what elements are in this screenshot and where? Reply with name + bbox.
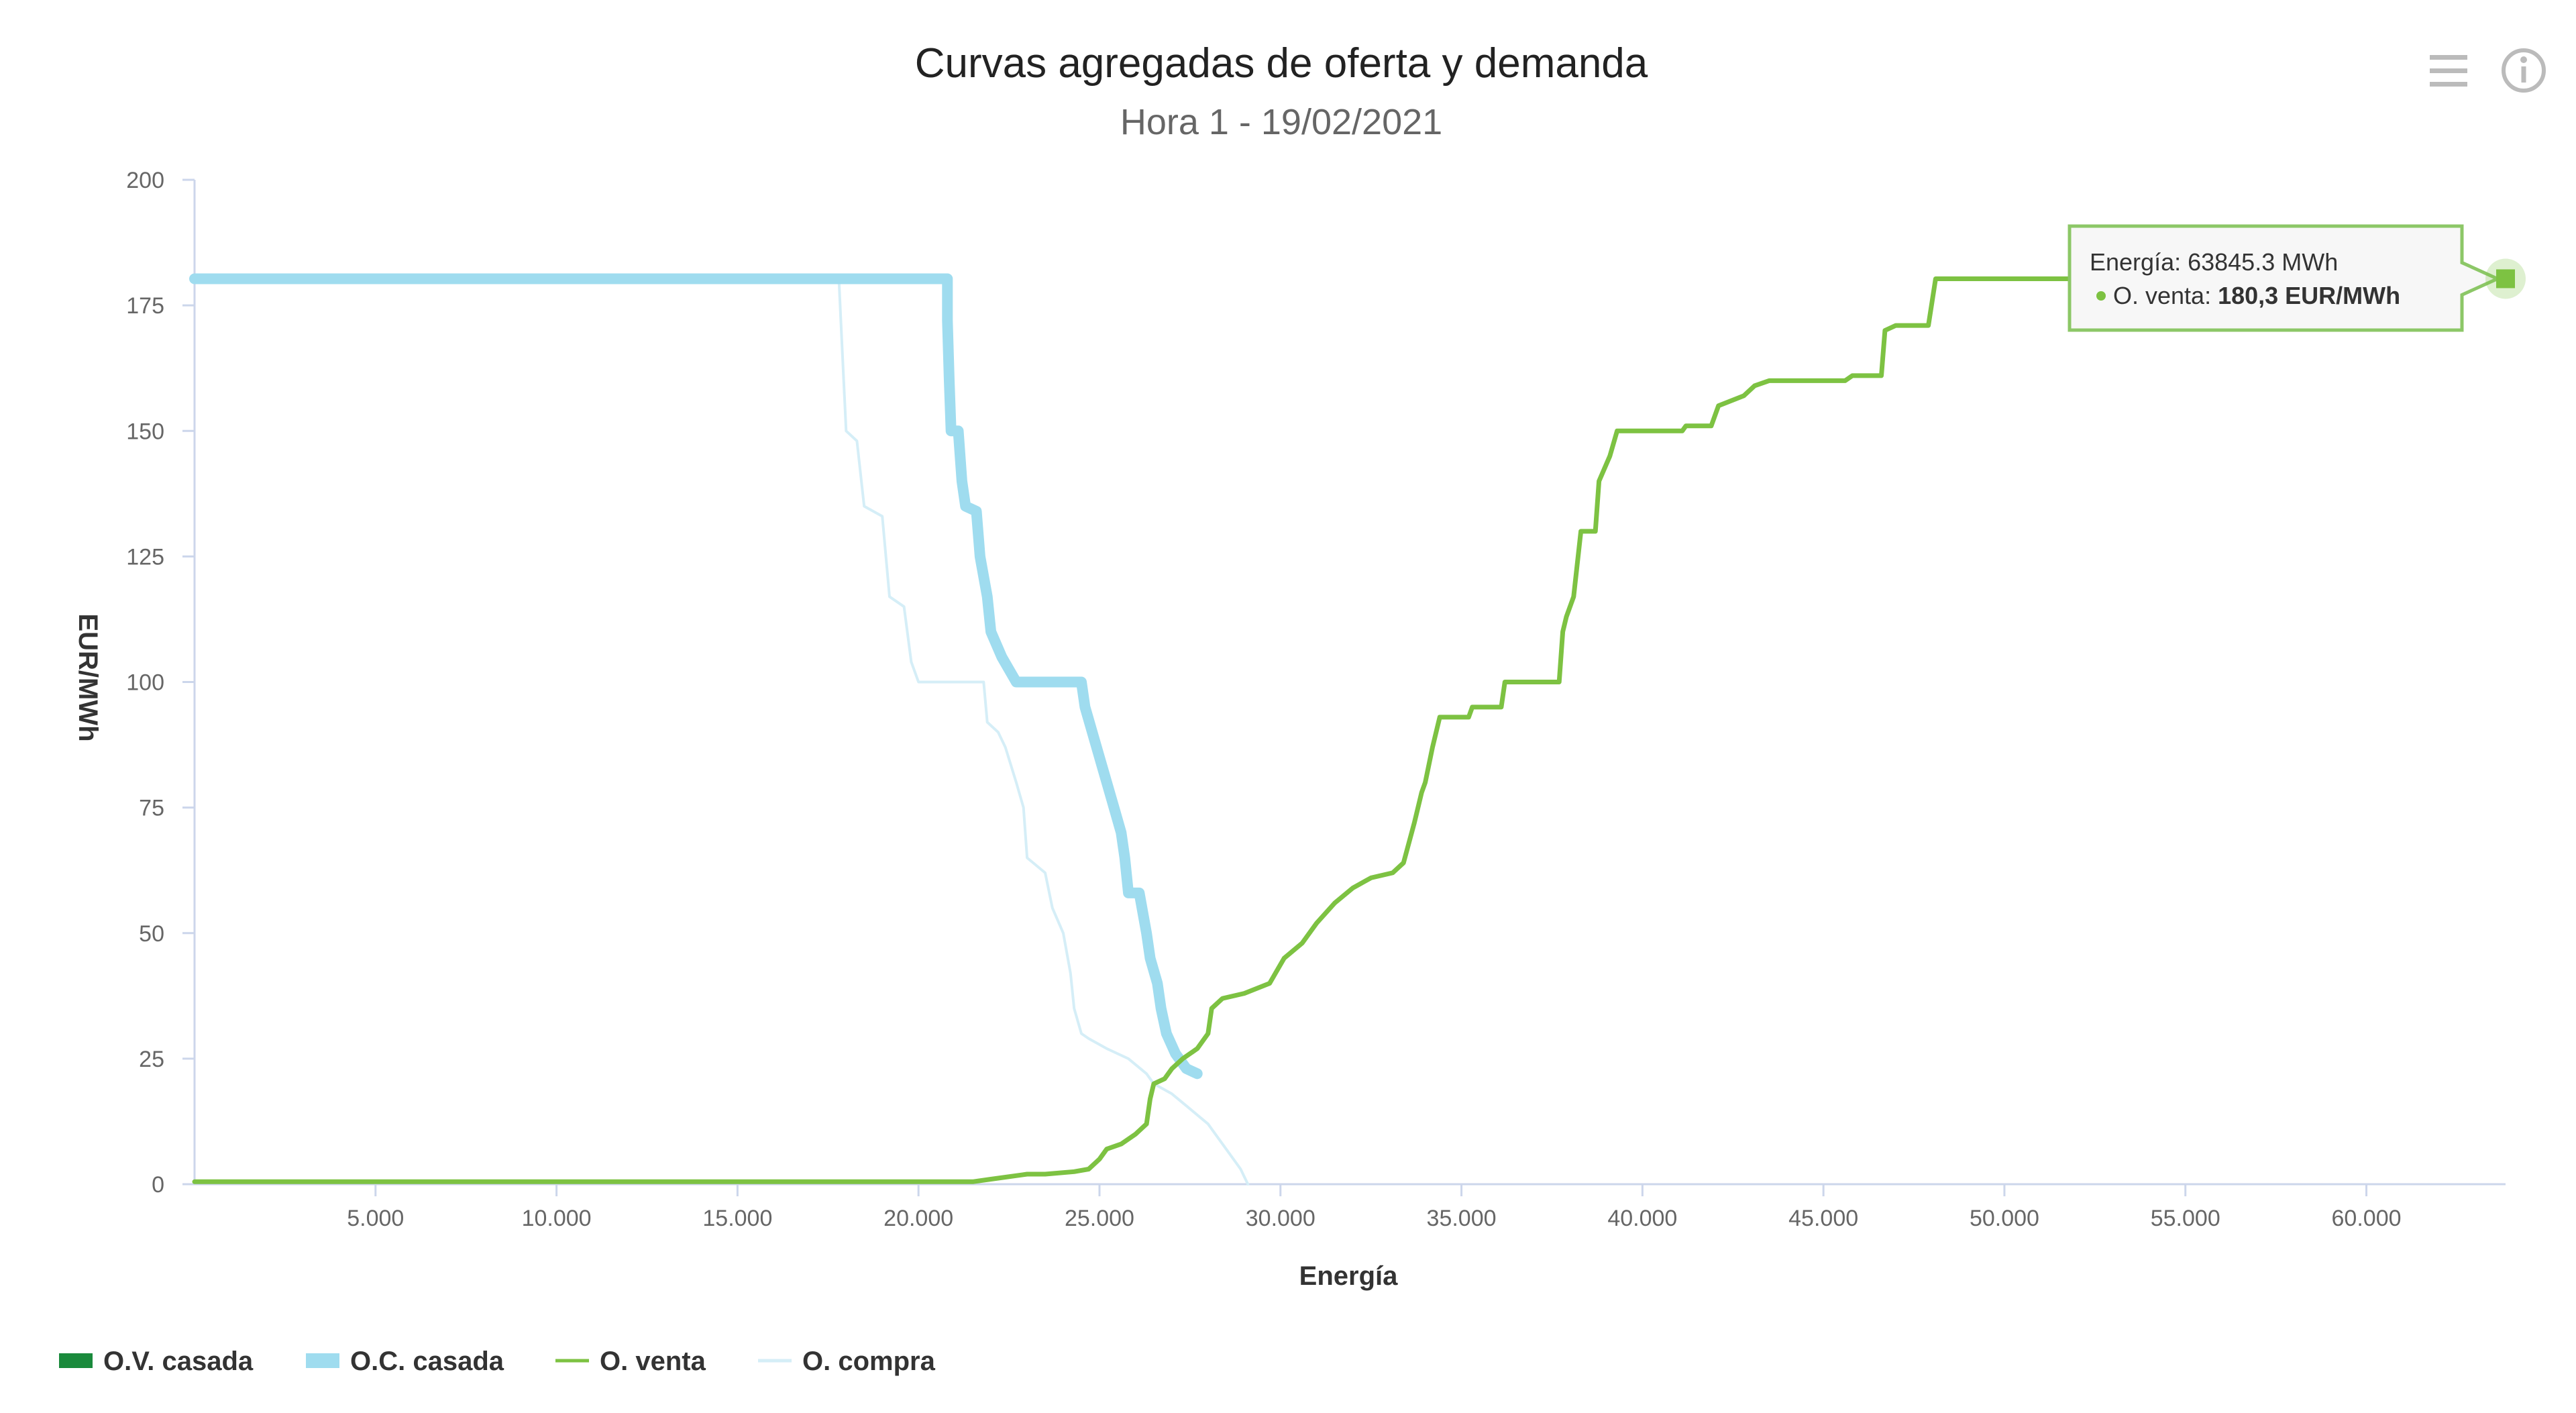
tooltip-energy-line: Energía: 63845.3 MWh: [2090, 248, 2338, 276]
tooltip-series-label: O. venta:: [2113, 282, 2218, 309]
legend-label: O. compra: [802, 1347, 936, 1376]
chart-title: Curvas agregadas de oferta y demanda: [915, 40, 1648, 87]
x-tick-label: 20.000: [883, 1206, 953, 1231]
legend-item[interactable]: O.V. casada: [59, 1347, 254, 1376]
x-tick-label: 30.000: [1246, 1206, 1316, 1231]
legend-label: O. venta: [600, 1347, 706, 1376]
x-tick-label: 25.000: [1065, 1206, 1134, 1231]
y-tick-label: 100: [126, 670, 164, 696]
legend: O.V. casada O.C. casada O. venta O. compra: [59, 1347, 936, 1376]
y-tick-label: 0: [152, 1172, 164, 1198]
x-tick-label: 60.000: [2332, 1206, 2402, 1231]
tooltip-series-marker: [2096, 291, 2106, 301]
x-tick-label: 50.000: [1970, 1206, 2039, 1231]
x-tick-label: 15.000: [702, 1206, 772, 1231]
legend-item[interactable]: O. venta: [555, 1347, 706, 1376]
y-tick-label: 25: [139, 1047, 164, 1072]
x-axis-title: Energía: [1299, 1261, 1398, 1291]
x-tick-label: 55.000: [2151, 1206, 2220, 1231]
series-line-o-compra: [193, 277, 1250, 1186]
x-tick-label: 5.000: [347, 1206, 404, 1231]
hover-point: [2496, 269, 2515, 289]
y-tick-label: 150: [126, 419, 164, 444]
legend-swatch: [306, 1353, 339, 1368]
y-axis-title: EUR/MWh: [73, 613, 103, 741]
y-axis: 0 25 50 75 100 125 150 175 200: [126, 168, 196, 1198]
x-tick-label: 35.000: [1427, 1206, 1497, 1231]
series-line-o-c-casada: [189, 273, 1203, 1080]
chart-subtitle: Hora 1 - 19/02/2021: [1120, 102, 1442, 142]
legend-item[interactable]: O. compra: [758, 1347, 936, 1376]
x-tick-label: 45.000: [1788, 1206, 1858, 1231]
tooltip-series-value: 180,3 EUR/MWh: [2218, 282, 2400, 309]
y-tick-label: 200: [126, 168, 164, 193]
hamburger-menu-icon[interactable]: [2430, 55, 2467, 87]
y-tick-label: 75: [139, 796, 164, 821]
tooltip-series-line: O. venta: 180,3 EUR/MWh: [2113, 282, 2400, 309]
tooltip-box: [2068, 224, 2502, 332]
legend-label: O.C. casada: [350, 1347, 504, 1376]
info-circle-icon[interactable]: [2502, 48, 2546, 93]
series-line-o-venta: [192, 276, 2508, 1184]
x-axis: 5.000 10.000 15.000 20.000 25.000 30.000 35.00…: [195, 1183, 2506, 1231]
y-tick-label: 50: [139, 921, 164, 947]
x-tick-label: 10.000: [522, 1206, 592, 1231]
legend-label: O.V. casada: [103, 1347, 254, 1376]
y-tick-label: 125: [126, 544, 164, 570]
y-tick-label: 175: [126, 293, 164, 319]
legend-item[interactable]: O.C. casada: [306, 1347, 504, 1376]
legend-swatch: [59, 1353, 93, 1368]
x-tick-label: 40.000: [1607, 1206, 1677, 1231]
hover-point-marker: [2485, 258, 2526, 299]
tooltip: Energía: 63845.3 MWh O. venta: 180,3 EUR…: [2068, 224, 2502, 332]
series-layer: [189, 273, 2508, 1186]
